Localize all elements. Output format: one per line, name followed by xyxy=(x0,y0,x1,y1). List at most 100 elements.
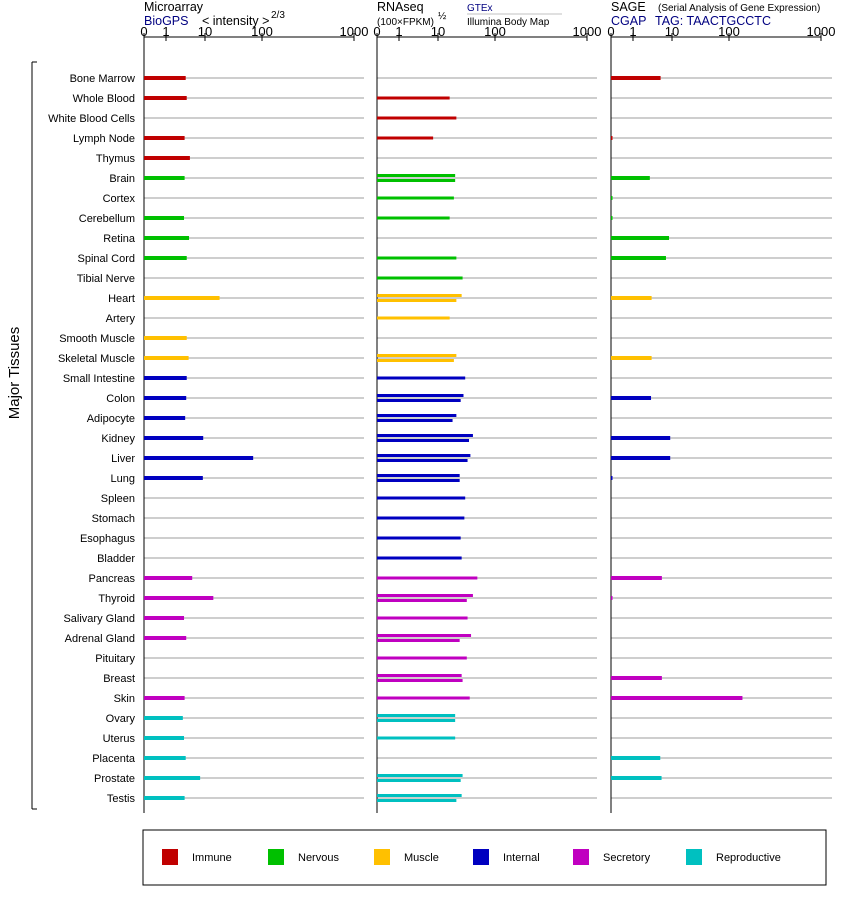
x-tick-label: 1000 xyxy=(340,24,369,39)
bar xyxy=(377,399,461,402)
bar xyxy=(377,679,463,682)
y-axis-label: Major Tissues xyxy=(6,327,23,420)
bar xyxy=(377,434,473,437)
bar xyxy=(377,736,456,740)
bar xyxy=(611,356,652,360)
bar xyxy=(377,174,456,177)
x-tick-label: 100 xyxy=(718,24,740,39)
tissue-label: Breast xyxy=(103,673,135,685)
tissue-label: Bladder xyxy=(97,553,135,565)
tissue-label: Adrenal Gland xyxy=(65,633,135,645)
bar xyxy=(377,276,463,280)
bar xyxy=(144,176,185,180)
bar xyxy=(144,396,187,400)
bar xyxy=(377,359,454,362)
bar xyxy=(377,674,462,677)
bar xyxy=(144,796,185,800)
bar xyxy=(611,176,650,180)
x-tick-label: 10 xyxy=(198,24,212,39)
sage-source: CGAP xyxy=(611,14,646,28)
tissue-label: Spinal Cord xyxy=(78,253,135,265)
x-tick-label: 0 xyxy=(373,24,380,39)
bar xyxy=(144,376,187,380)
rnaseq-scale-label: (100×FPKM) xyxy=(377,17,434,28)
bar xyxy=(144,256,187,260)
bar xyxy=(377,719,456,722)
bar xyxy=(377,196,454,200)
legend-label-internal: Internal xyxy=(503,852,540,864)
bar xyxy=(611,676,662,680)
x-tick-label: 100 xyxy=(484,24,506,39)
bar xyxy=(611,476,613,480)
microarray-scale-exponent: 2/3 xyxy=(271,10,285,21)
bar xyxy=(377,479,460,482)
bar xyxy=(144,216,185,220)
bar xyxy=(611,196,613,200)
x-tick-label: 1000 xyxy=(807,24,836,39)
tissue-label: Colon xyxy=(106,393,135,405)
bar xyxy=(144,776,201,780)
tissue-label: Placenta xyxy=(92,753,136,765)
bar xyxy=(377,376,466,380)
tissue-label: Thymus xyxy=(96,153,136,165)
tissue-label: Bone Marrow xyxy=(70,73,135,85)
legend-label-nervous: Nervous xyxy=(298,852,339,864)
bar xyxy=(377,439,470,442)
bar xyxy=(611,456,671,460)
microarray-title: Microarray xyxy=(144,0,204,14)
bar xyxy=(377,616,468,620)
bar xyxy=(144,436,204,440)
tissue-label: Small Intestine xyxy=(63,373,135,385)
tissue-label: Adipocyte xyxy=(87,413,135,425)
tissue-label: Prostate xyxy=(94,773,135,785)
bar xyxy=(611,436,671,440)
tissue-label: Spleen xyxy=(101,493,135,505)
bar xyxy=(611,76,661,80)
rnaseq-source-bottom: Illumina Body Map xyxy=(467,17,550,28)
microarray-source: BioGPS xyxy=(144,14,188,28)
tissue-label: Cortex xyxy=(103,193,136,205)
bar xyxy=(611,296,652,300)
tissue-label: Skeletal Muscle xyxy=(58,353,135,365)
bar xyxy=(377,656,467,660)
tissue-label: Salivary Gland xyxy=(63,613,135,625)
tissue-label: Pancreas xyxy=(89,573,136,585)
tissue-label: Cerebellum xyxy=(79,213,135,225)
bar xyxy=(611,596,613,600)
bar xyxy=(611,776,662,780)
rnaseq-title: RNAseq xyxy=(377,0,424,14)
bar xyxy=(377,799,457,802)
tissue-label: Liver xyxy=(111,453,135,465)
bar xyxy=(377,714,456,717)
bar xyxy=(377,394,464,397)
bar xyxy=(144,736,185,740)
bar xyxy=(377,419,453,422)
x-tick-label: 1 xyxy=(162,24,169,39)
axes-layer xyxy=(31,13,822,813)
bar xyxy=(611,136,613,140)
bars-layer xyxy=(144,76,743,802)
bar xyxy=(144,756,186,760)
x-tick-label: 100 xyxy=(251,24,273,39)
bar xyxy=(144,456,254,460)
legend-swatch-reproductive xyxy=(686,849,702,865)
tissue-label: Heart xyxy=(108,293,135,305)
tissue-label: Pituitary xyxy=(95,653,135,665)
x-tick-label: 1000 xyxy=(573,24,602,39)
bar xyxy=(377,774,463,777)
bar xyxy=(377,556,462,560)
legend: Immune Nervous Muscle Internal Secretory Repr… xyxy=(142,829,827,886)
legend-label-muscle: Muscle xyxy=(404,852,439,864)
tissue-label: Testis xyxy=(107,793,136,805)
bar xyxy=(611,576,662,580)
bar xyxy=(377,354,457,357)
sage-subtitle: (Serial Analysis of Gene Expression) xyxy=(658,3,820,14)
tissue-label: White Blood Cells xyxy=(48,113,135,125)
bar xyxy=(377,779,461,782)
tissue-label: Esophagus xyxy=(80,533,136,545)
bar xyxy=(377,639,460,642)
bar xyxy=(144,716,183,720)
tissue-label: Uterus xyxy=(103,733,136,745)
sage-tag-label: TAG: TAACTGCCTC xyxy=(655,14,771,28)
